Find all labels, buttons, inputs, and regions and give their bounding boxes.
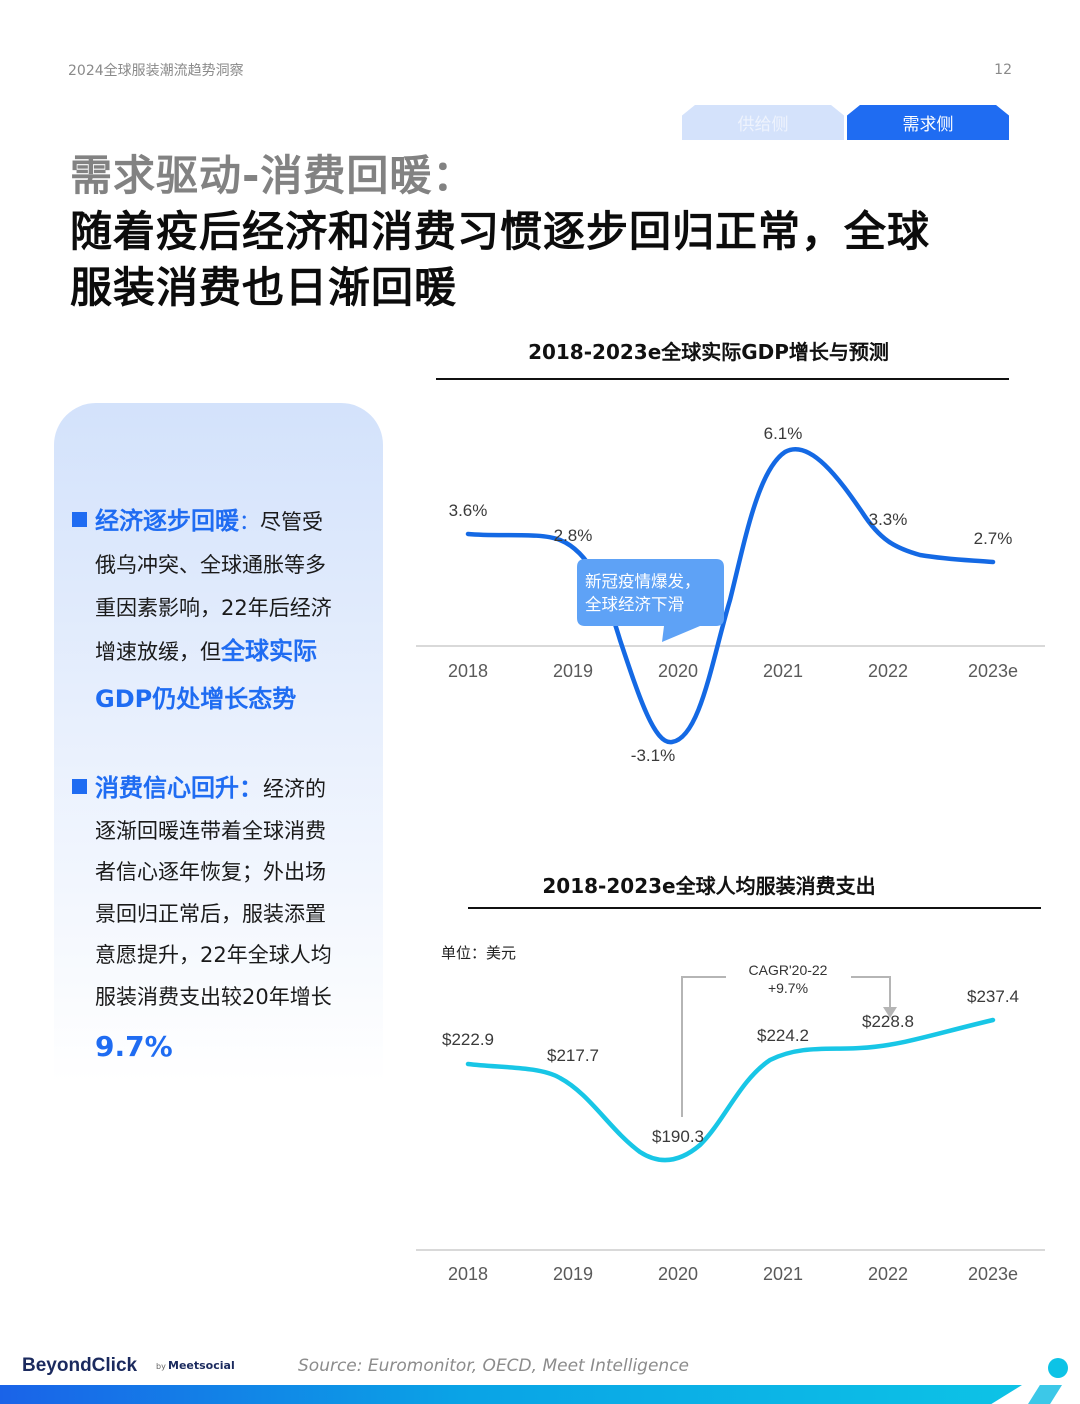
cagr-bracket: [681, 976, 891, 1117]
spend-unit-label: 单位：美元: [441, 944, 517, 962]
beyondclick-logo: BeyondClick: [22, 1355, 138, 1376]
gdp-annotation-line-1: 新冠疫情爆发，: [585, 572, 701, 591]
gdp-chart-title: 2018-2023e全球实际GDP增长与预测: [528, 340, 889, 364]
footer-dot-decoration: [1048, 1358, 1068, 1378]
gdp-x-tick: 2022: [868, 661, 908, 681]
bullet-text: 重因素影响，22年后经济: [95, 596, 332, 620]
spend-x-tick: 2018: [448, 1264, 488, 1284]
gdp-x-tick: 2019: [553, 661, 593, 681]
bullet-text: 俄乌冲突、全球通胀等多: [95, 553, 326, 577]
cagr-label: CAGR'20-22: [749, 962, 828, 978]
heading-line-2: 随着疫后经济和消费习惯逐步回归正常，全球: [70, 207, 931, 256]
report-header-title: 2024全球服装潮流趋势洞察: [68, 63, 244, 79]
spend-label-2018: $222.9: [442, 1030, 494, 1049]
gdp-label-2020: -3.1%: [631, 746, 675, 765]
bullet-text: 尽管受: [260, 510, 323, 534]
spend-label-2023e: $237.4: [967, 987, 1019, 1006]
spend-label-2019: $217.7: [547, 1046, 599, 1065]
spend-x-axis-labels: 2018 2019 2020 2021 2022 2023e: [448, 1264, 1018, 1284]
bullet-colon: ：: [239, 510, 260, 534]
bullet-square-icon: [72, 779, 87, 794]
gdp-label-2023e: 2.7%: [974, 529, 1013, 548]
spend-label-2022: $228.8: [862, 1012, 914, 1031]
bullet-square-icon: [72, 512, 87, 527]
cagr-value: +9.7%: [768, 980, 808, 996]
gdp-label-2022: 3.3%: [869, 510, 908, 529]
spend-x-tick: 2022: [868, 1264, 908, 1284]
bullet-text: 经济的: [263, 777, 326, 801]
heading-line-3: 服装消费也日渐回暖: [70, 263, 458, 312]
spend-label-2020: $190.3: [652, 1127, 704, 1146]
meetsocial-logo: Meetsocial: [168, 1359, 235, 1372]
source-note: Source: Euromonitor, OECD, Meet Intellig…: [298, 1356, 690, 1376]
gdp-series-line: [465, 447, 996, 745]
bullet-highlight: GDP仍处增长态势: [95, 685, 297, 713]
spend-x-tick: 2019: [553, 1264, 593, 1284]
gdp-annotation-callout: 新冠疫情爆发， 全球经济下滑: [577, 559, 724, 642]
gdp-label-2021: 6.1%: [764, 424, 803, 443]
footer-gradient-bar: [0, 1385, 1022, 1404]
bullet-text: 服装消费支出较20年增长: [95, 984, 332, 1009]
gdp-x-tick: 2023e: [968, 661, 1018, 681]
bullet-text: 者信心逐年恢复；外出场: [95, 860, 326, 884]
page-heading: 需求驱动-消费回暖： 随着疫后经济和消费习惯逐步回归正常，全球 服装消费也日渐回…: [70, 148, 1030, 316]
gdp-annotation-line-2: 全球经济下滑: [585, 595, 684, 614]
gdp-x-tick: 2020: [658, 661, 698, 681]
spend-x-tick: 2023e: [968, 1264, 1018, 1284]
spend-chart-title: 2018-2023e全球人均服装消费支出: [542, 874, 876, 898]
gdp-chart-title-rule: [436, 378, 1009, 380]
growth-highlight: 9.7%: [95, 1030, 173, 1063]
bullet-consumer-confidence: 消费信心回升：经济的 逐渐回暖连带着全球消费 者信心逐年恢复；外出场 景回归正常…: [72, 768, 372, 1076]
bullet-text: 增速放缓，但: [95, 640, 221, 664]
gdp-label-2019: 2.8%: [554, 526, 593, 545]
bullet-colon: ：: [239, 774, 263, 802]
gdp-x-axis-labels: 2018 2019 2020 2021 2022 2023e: [448, 661, 1018, 681]
spend-series-line: [465, 1017, 996, 1163]
logo-by-text: by: [156, 1362, 166, 1371]
heading-subtitle: 需求驱动-消费回暖：: [70, 151, 476, 200]
bullet-text: 意愿提升，22年全球人均: [95, 943, 332, 967]
sidebar-card: [54, 403, 383, 1083]
bullet-lead: 消费信心回升: [95, 774, 239, 802]
spend-label-2021: $224.2: [757, 1026, 809, 1045]
gdp-x-tick: 2018: [448, 661, 488, 681]
bullet-text: 逐渐回暖连带着全球消费: [95, 818, 326, 843]
gdp-x-tick: 2021: [763, 661, 803, 681]
bullet-text: 景回归正常后，服装添置: [95, 901, 326, 926]
gdp-value-labels: 3.6% 2.8% -3.1% 6.1% 3.3% 2.7%: [449, 424, 1013, 765]
spend-x-tick: 2021: [763, 1264, 803, 1284]
tab-demand-side[interactable]: 需求侧: [847, 105, 1009, 140]
tab-supply-side[interactable]: 供给侧: [682, 105, 844, 140]
cagr-arrow-icon: [883, 1007, 897, 1018]
spend-value-labels: $222.9 $217.7 $190.3 $224.2 $228.8 $237.…: [442, 987, 1019, 1146]
page-number: 12: [994, 62, 1012, 78]
bullet-text-with-highlight: 增速放缓，但全球实际: [72, 630, 372, 674]
spend-chart-title-rule: [468, 907, 1041, 909]
bullet-economy: 经济逐步回暖：尽管受 俄乌冲突、全球通胀等多 重因素影响，22年后经济 增速放缓…: [72, 500, 372, 724]
bullet-highlight: 全球实际: [221, 637, 317, 665]
bullet-lead: 经济逐步回暖: [95, 507, 239, 535]
gdp-label-2018: 3.6%: [449, 501, 488, 520]
spend-x-tick: 2020: [658, 1264, 698, 1284]
